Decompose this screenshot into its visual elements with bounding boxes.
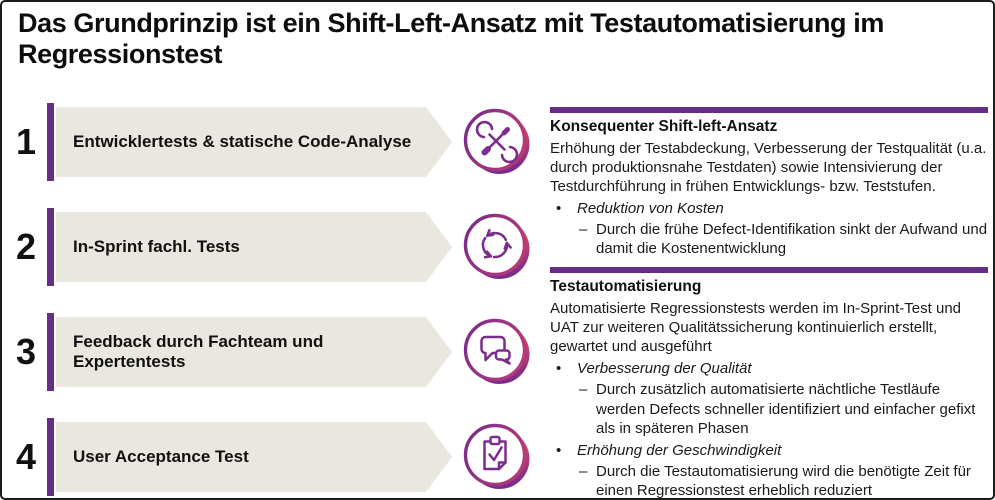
section-body: Automatisierte Regressionstests werden i…	[550, 300, 962, 356]
step-arrow: User Acceptance Test	[56, 422, 452, 492]
process-steps: 1 Entwicklertests & statische Code-Analy…	[16, 103, 532, 496]
section-body: Erhöhung der Testabdeckung, Verbesserung…	[550, 140, 987, 196]
process-step-2: 2 In-Sprint fachl. Tests	[16, 208, 532, 286]
section-accent-rule	[550, 267, 988, 274]
sub-bullet-item: Durch die Testautomatisierung wird die b…	[550, 462, 988, 498]
step-number: 3	[16, 331, 37, 372]
bullet-item: Reduktion von Kosten	[550, 199, 988, 218]
step-accent-bar	[47, 208, 54, 286]
step-label: Feedback durch Fachteam und Expertentest…	[73, 332, 324, 371]
sub-bullet-item: Durch die frühe Defect-Identifikation si…	[550, 220, 988, 258]
step-arrow: In-Sprint fachl. Tests	[56, 212, 452, 282]
details-panel: Konsequenter Shift-left-Ansatz Erhöhung …	[550, 107, 988, 498]
process-step-3: 3 Feedback durch Fachteam und Expertente…	[16, 313, 532, 391]
section-shift-left: Konsequenter Shift-left-Ansatz Erhöhung …	[550, 107, 988, 258]
page-title: Das Grundprinzip ist ein Shift-Left-Ansa…	[18, 8, 884, 70]
step-number: 4	[16, 436, 37, 477]
step-number: 1	[16, 121, 37, 162]
cycle-arrows-icon	[462, 212, 532, 282]
step-label: In-Sprint fachl. Tests	[73, 237, 240, 256]
step-accent-bar	[47, 418, 54, 496]
section-heading: Testautomatisierung	[550, 278, 702, 296]
process-step-4: 4 User Acceptance Test	[16, 418, 532, 496]
step-arrow: Entwicklertests & statische Code-Analyse	[56, 107, 452, 177]
section-test-automation: Testautomatisierung Automatisierte Regre…	[550, 267, 988, 498]
step-accent-bar	[47, 313, 54, 391]
tools-icon	[462, 107, 532, 177]
step-accent-bar	[47, 103, 54, 181]
step-label: Entwicklertests & statische Code-Analyse	[73, 132, 412, 151]
step-label: User Acceptance Test	[73, 447, 249, 466]
step-arrow: Feedback durch Fachteam und Expertentest…	[56, 317, 452, 387]
speech-bubbles-icon	[462, 317, 532, 387]
sub-bullet-item: Durch zusätzlich automatisierte nächtlic…	[550, 380, 988, 437]
bullet-item: Verbesserung der Qualität	[550, 359, 988, 378]
step-number: 2	[16, 226, 37, 267]
section-heading: Konsequenter Shift-left-Ansatz	[550, 118, 778, 135]
bullet-item: Erhöhung der Geschwindigkeit	[550, 441, 988, 460]
process-step-1: 1 Entwicklertests & statische Code-Analy…	[16, 103, 532, 181]
section-accent-rule	[550, 107, 988, 113]
clipboard-check-icon	[462, 422, 532, 492]
